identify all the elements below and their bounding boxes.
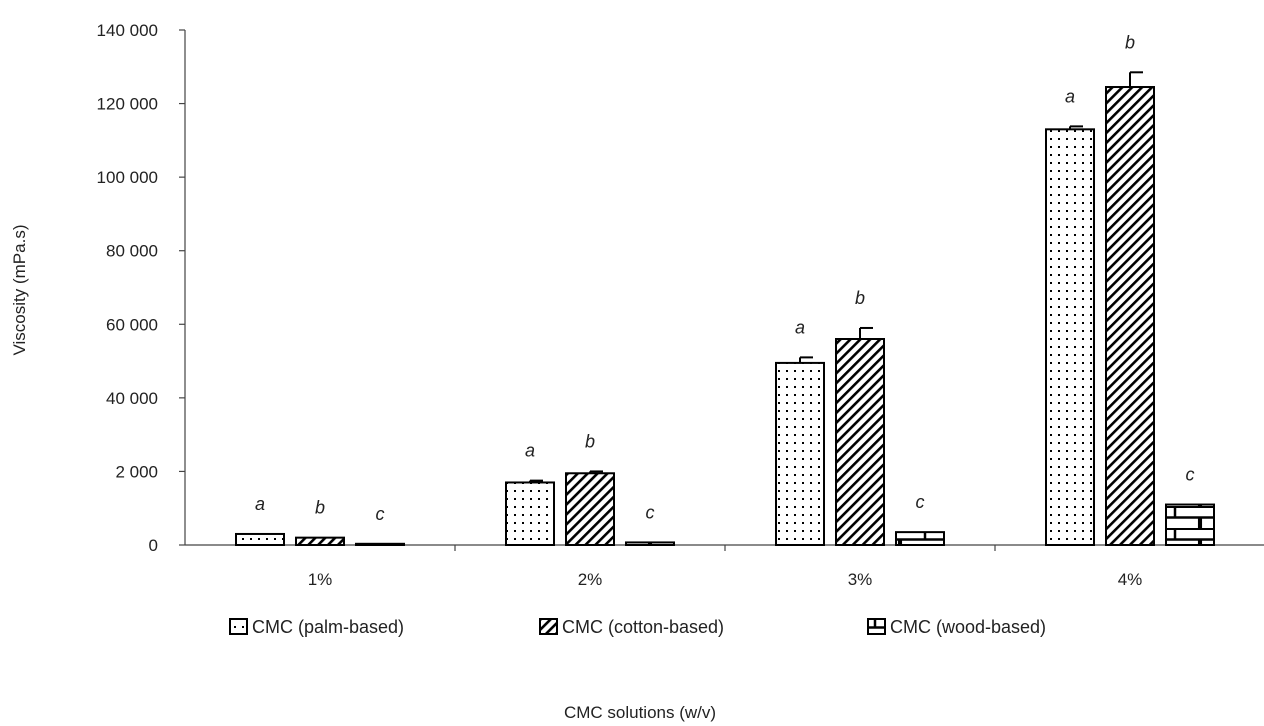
legend-swatch-brick [867,618,886,635]
bar-dots-4 [1045,128,1095,546]
y-tick-label: 40 000 [106,389,158,408]
y-tick-label: 120 000 [97,95,158,114]
legend: CMC (palm-based) CMC (cotton-based) CMC (w… [229,617,1046,637]
significance-label: c [646,502,655,522]
x-tick-label: 3% [848,570,873,589]
bar-diagonal-2 [565,472,615,546]
y-tick-label: 140 000 [97,21,158,40]
y-tick-label: 60 000 [106,315,158,334]
error-bars [529,71,1143,483]
bar-brick-3 [895,531,945,546]
bar-dots-3 [775,361,825,546]
significance-label: c [376,504,385,524]
y-tick-label: 2 000 [115,462,158,481]
bar-diagonal-1 [295,536,345,547]
y-tick-label: 100 000 [97,168,158,187]
significance-label: b [585,431,595,451]
significance-label: a [1065,86,1075,106]
significance-label: a [525,441,535,461]
legend-label: CMC (wood-based) [890,617,1046,637]
legend-swatch-diagonal [539,618,558,635]
x-tick-label: 4% [1118,570,1143,589]
y-tick-label: 80 000 [106,242,158,261]
legend-label: CMC (cotton-based) [562,617,724,637]
bar-brick-4 [1165,503,1215,546]
significance-label: b [855,288,865,308]
significance-label: a [255,494,265,514]
axes [184,30,1264,546]
bar-dots-2 [505,481,555,547]
bar-diagonal-4 [1105,86,1155,547]
bar-diagonal-3 [835,338,885,546]
x-axis-title: CMC solutions (w/v) [564,703,716,722]
bar-dots-1 [235,532,285,547]
significance-label: a [795,317,805,337]
y-tick-label: 0 [149,536,158,555]
x-ticks: 1% 2% 3% 4% [308,545,1143,589]
y-ticks: 0 2 000 40 000 60 000 80 000 100 000 120 000 14… [97,21,185,555]
legend-swatch-dots [229,618,248,635]
significance-label: c [916,492,925,512]
significance-label: b [1125,32,1135,52]
bar-brick-2 [625,541,675,546]
significance-label: c [1186,465,1195,485]
x-tick-label: 2% [578,570,603,589]
significance-label: b [315,498,325,518]
bars [235,86,1215,547]
x-tick-label: 1% [308,570,333,589]
y-axis-title: Viscosity (mPa.s) [10,225,29,356]
bar-brick-1 [355,542,405,546]
legend-label: CMC (palm-based) [252,617,404,637]
significance-labels: a b c a b c a b c a b c [255,32,1195,523]
